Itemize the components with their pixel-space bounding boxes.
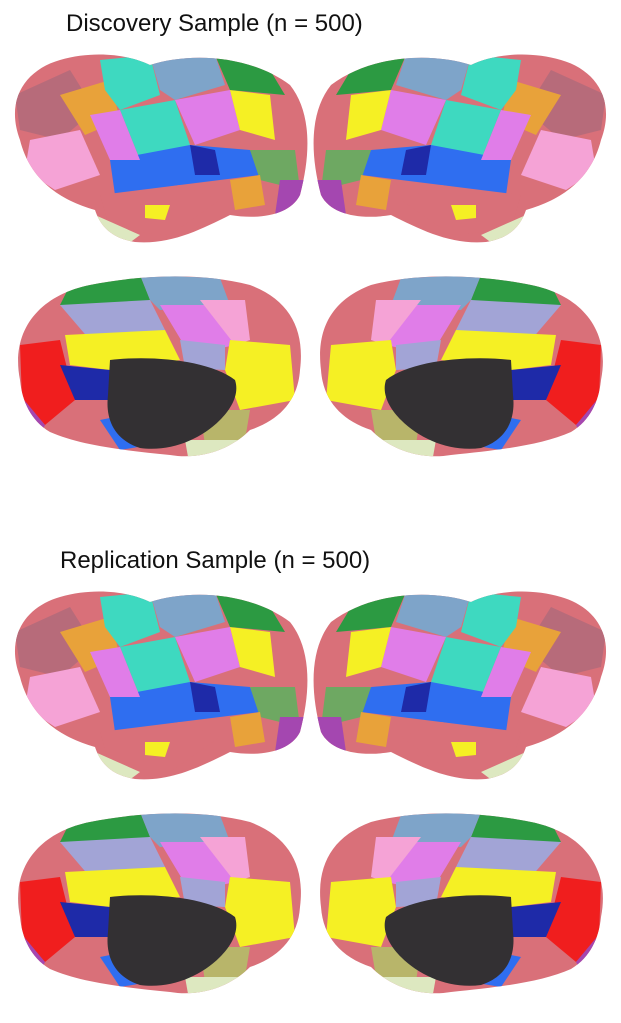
discovery-right-lateral-surface xyxy=(313,54,607,243)
discovery-panel-title: Discovery Sample (n = 500) xyxy=(66,10,363,37)
discovery-left-medial-surface xyxy=(18,276,301,457)
replication-right-medial-surface xyxy=(320,813,603,994)
replication-right-lateral-surface xyxy=(313,591,607,780)
discovery-right-medial-surface xyxy=(320,276,603,457)
replication-left-lateral-surface xyxy=(14,591,308,780)
discovery-panel xyxy=(14,54,607,457)
replication-panel-title: Replication Sample (n = 500) xyxy=(60,547,371,574)
discovery-left-lateral-surface xyxy=(14,54,308,243)
replication-panel xyxy=(14,591,607,994)
replication-left-medial-surface xyxy=(18,813,301,994)
